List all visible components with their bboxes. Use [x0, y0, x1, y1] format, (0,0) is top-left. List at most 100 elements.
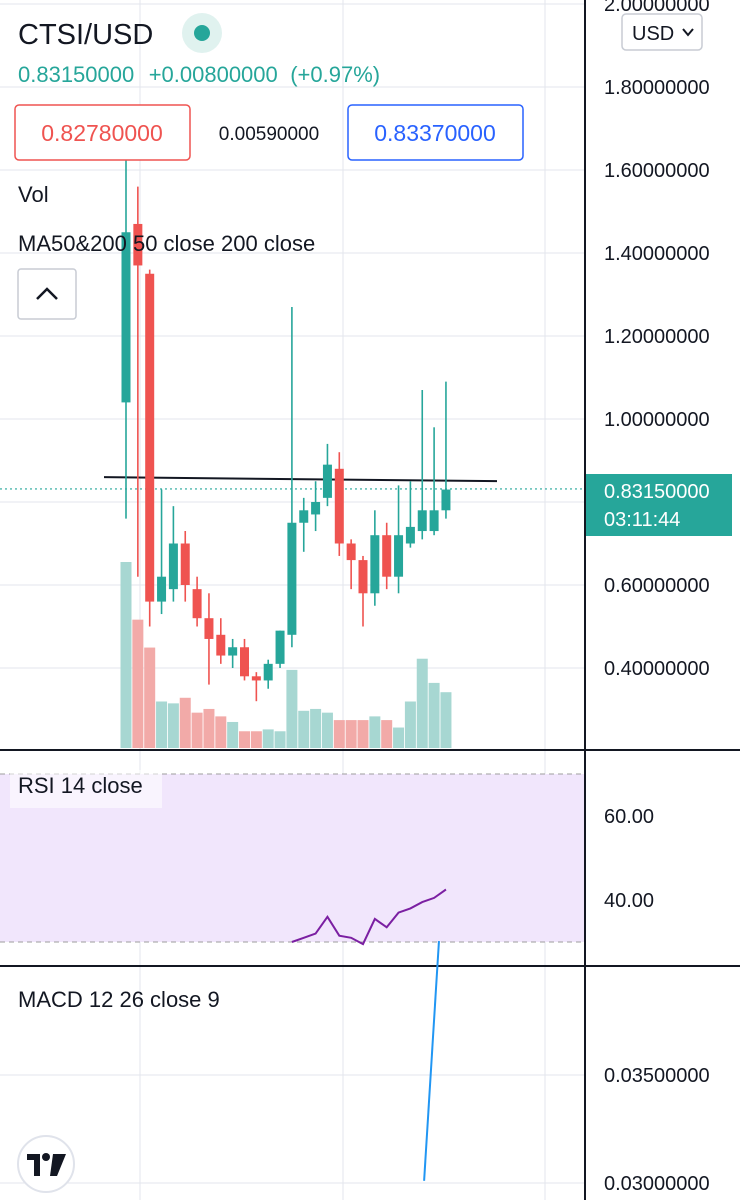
candle-body — [240, 647, 249, 677]
volume-bar — [262, 729, 274, 748]
candle[interactable] — [382, 522, 392, 590]
candle[interactable] — [275, 630, 285, 668]
candle-body — [417, 510, 427, 532]
candle[interactable] — [429, 427, 439, 536]
candle[interactable] — [405, 481, 415, 548]
volume-bar — [274, 731, 286, 748]
volume-bar — [227, 721, 239, 748]
candle[interactable] — [251, 672, 261, 702]
y-tick-label: 60.00 — [604, 806, 654, 828]
candle[interactable] — [311, 481, 321, 532]
candle-body — [334, 468, 344, 544]
candle[interactable] — [133, 186, 143, 577]
macd-line — [423, 941, 440, 1181]
y-tick-label: 0.60000000 — [604, 575, 710, 597]
rsi-line — [291, 888, 447, 946]
change-value: +0.00800000 — [149, 62, 278, 87]
candle-body — [382, 535, 392, 577]
volume-bar — [381, 720, 393, 748]
volume-bar — [440, 692, 452, 748]
tradingview-logo[interactable] — [17, 1135, 75, 1193]
candle[interactable] — [358, 555, 368, 627]
candle[interactable] — [346, 539, 356, 590]
volume-bar — [428, 682, 440, 748]
candle-body — [228, 647, 238, 656]
volume-bar — [203, 708, 215, 748]
candle-body — [346, 543, 356, 561]
candle-body — [405, 526, 415, 544]
volume-series — [120, 562, 452, 748]
countdown-timer: 03:11:44 — [604, 509, 680, 531]
candle-body — [133, 223, 143, 266]
candle-body — [192, 589, 202, 619]
y-tick-label: 1.00000000 — [604, 409, 710, 431]
candle[interactable] — [240, 638, 249, 681]
candle[interactable] — [287, 306, 297, 648]
price-axis[interactable]: 2.00000000 1.80000000 1.60000000 1.40000000… — [604, 0, 710, 680]
price-change-line: 0.83150000 +0.00800000 (+0.97%) — [18, 62, 380, 87]
y-tick-label: 1.60000000 — [604, 160, 710, 182]
candle-body — [263, 663, 273, 681]
chevron-up-icon — [36, 287, 58, 300]
candle[interactable] — [394, 485, 404, 594]
symbol-title[interactable]: CTSI/USD — [18, 19, 153, 51]
volume-bar — [393, 727, 405, 748]
rsi-legend[interactable]: RSI 14 close — [18, 773, 143, 798]
candle[interactable] — [228, 638, 238, 668]
volume-bar — [333, 720, 345, 748]
candle[interactable] — [334, 452, 344, 556]
y-tick-label: 0.40000000 — [604, 658, 710, 680]
candle-series[interactable] — [121, 157, 451, 702]
volume-bar — [167, 703, 179, 748]
ma-legend[interactable]: MA50&200 50 close 200 close — [18, 231, 315, 256]
y-tick-label: 1.20000000 — [604, 326, 710, 348]
candle[interactable] — [121, 157, 131, 519]
collapse-legend-button[interactable] — [17, 268, 77, 320]
candle[interactable] — [180, 531, 190, 602]
volume-bar — [250, 731, 262, 748]
candle[interactable] — [322, 443, 332, 507]
buy-button[interactable] — [347, 104, 524, 161]
volume-bar — [191, 712, 203, 748]
candle-body — [168, 543, 178, 590]
candle[interactable] — [157, 489, 167, 615]
buy-price: 0.83370000 — [374, 120, 496, 146]
candle[interactable] — [168, 506, 178, 602]
candle[interactable] — [145, 269, 155, 627]
candle[interactable] — [299, 497, 309, 552]
volume-legend[interactable]: Vol — [18, 182, 49, 207]
volume-bar — [156, 701, 168, 748]
candle-body — [429, 510, 439, 532]
candle[interactable] — [192, 576, 202, 627]
candle-body — [157, 576, 167, 602]
volume-bar — [215, 716, 227, 748]
volume-bar — [416, 658, 428, 748]
y-tick-label: 1.80000000 — [604, 77, 710, 99]
spread-value: 0.00590000 — [219, 124, 319, 145]
horizontal-line-drawing[interactable] — [103, 476, 498, 483]
currency-selector[interactable] — [621, 13, 703, 51]
candle[interactable] — [370, 510, 380, 606]
candle[interactable] — [263, 659, 273, 689]
sell-button[interactable] — [14, 104, 191, 161]
volume-bar — [239, 731, 250, 748]
candle-body — [311, 502, 321, 515]
candle-body — [204, 618, 214, 639]
candle-body — [251, 676, 261, 681]
y-tick-label: 2.00000000 — [604, 0, 710, 16]
y-tick-label: 0.03500000 — [604, 1065, 710, 1087]
candle[interactable] — [417, 389, 427, 540]
candle-body — [180, 543, 190, 585]
candle-body — [370, 535, 380, 594]
candle[interactable] — [216, 618, 226, 664]
candle-body — [121, 232, 131, 403]
candle[interactable] — [204, 593, 214, 685]
rsi-axis[interactable]: 60.00 40.00 — [604, 806, 654, 912]
volume-bar — [298, 710, 310, 748]
macd-legend[interactable]: MACD 12 26 close 9 — [18, 987, 220, 1012]
volume-bar — [132, 619, 144, 748]
macd-axis[interactable]: 0.03500000 0.03000000 — [604, 1065, 710, 1195]
market-status-dot[interactable] — [194, 25, 210, 41]
candle[interactable] — [441, 381, 451, 519]
